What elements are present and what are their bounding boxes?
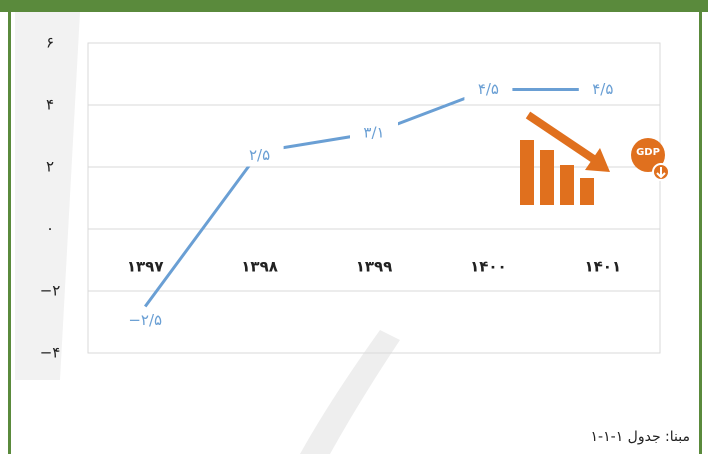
icon-bar <box>580 178 594 205</box>
y-tick-label: ۶ <box>46 34 54 52</box>
data-label: ۲/۵ <box>249 146 270 164</box>
y-tick-label: ۰ <box>46 220 54 238</box>
data-label: ۳/۱ <box>363 123 384 141</box>
x-tick-label: ۱۳۹۹ <box>356 258 393 276</box>
y-tick-label: ۲ <box>46 158 54 176</box>
data-label-bg <box>235 144 284 167</box>
source-note: مبنا: جدول ۱-۱-۱ <box>591 429 691 445</box>
data-label: ۴/۵ <box>592 80 613 98</box>
gdp-icon <box>631 138 665 172</box>
y-tick-label: −۲ <box>40 282 61 300</box>
frame-left <box>8 0 11 454</box>
icon-arrow <box>525 111 598 164</box>
watermark <box>300 330 400 454</box>
data-label: −۲/۵ <box>128 311 162 329</box>
data-label-bg <box>121 309 170 332</box>
watermark <box>15 12 80 380</box>
frame-top <box>0 0 708 12</box>
grid <box>88 42 660 354</box>
x-tick-label: ۱۳۹۷ <box>127 258 164 276</box>
gdp-icon-arrow <box>656 167 666 179</box>
icon-bar <box>560 165 574 205</box>
data-label-bg <box>578 78 627 101</box>
icon-arrow-head <box>585 148 610 172</box>
y-tick-label: ۴ <box>46 96 54 114</box>
x-tick-label: ۱۴۰۰ <box>470 258 507 276</box>
data-label: ۴/۵ <box>478 80 499 98</box>
icon-bar <box>520 140 534 205</box>
gdp-icon-label: GDP <box>636 147 660 158</box>
x-tick-label: ۱۴۰۱ <box>584 258 621 276</box>
frame-right <box>699 0 702 454</box>
icon-bar <box>540 150 554 205</box>
decline-icon: GDP <box>520 111 670 205</box>
data-label-bg <box>350 121 398 144</box>
x-tick-label: ۱۳۹۸ <box>241 258 278 276</box>
y-tick-label: −۴ <box>40 344 61 362</box>
data-label-bg <box>464 78 513 101</box>
